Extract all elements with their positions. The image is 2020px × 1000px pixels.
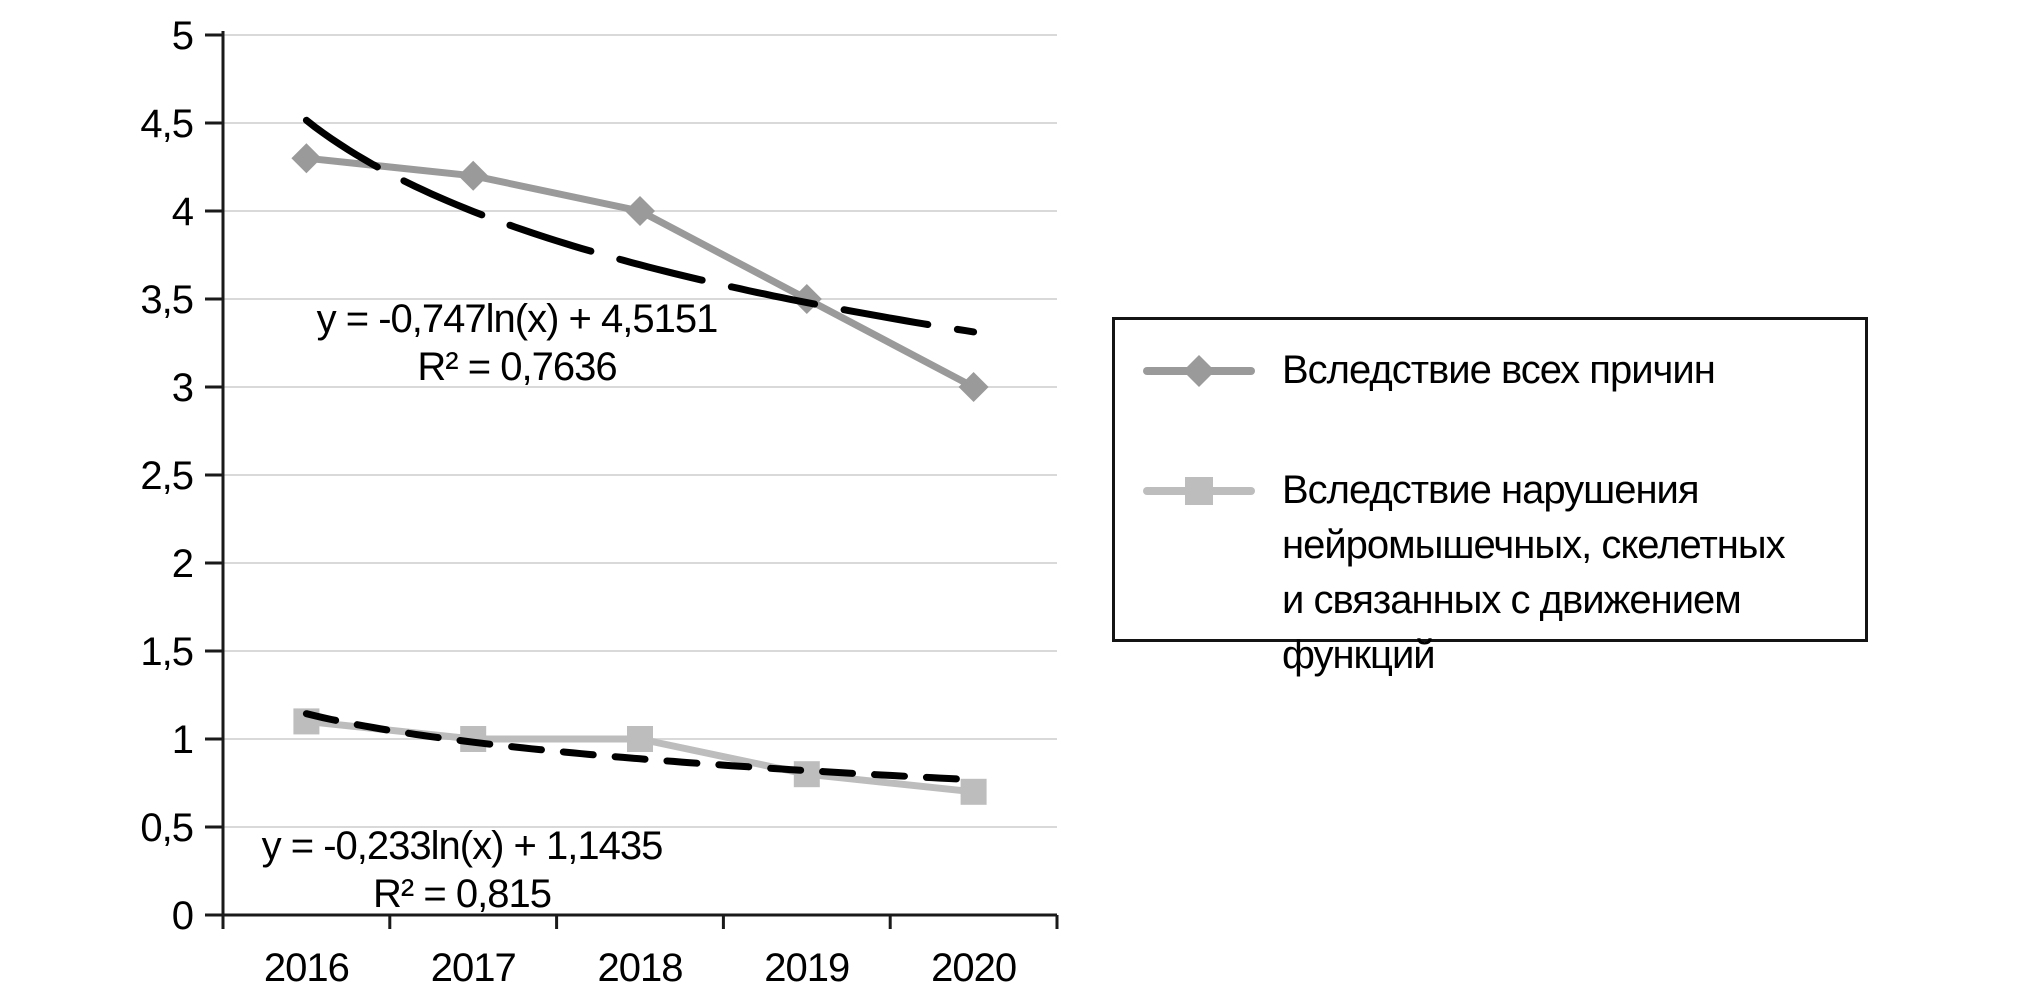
x-axis-label: 2016	[264, 946, 349, 990]
trendline-1-r-squared: R² = 0,7636	[417, 345, 617, 389]
series-2-point-2019	[793, 761, 820, 788]
y-axis-label: 3,5	[140, 278, 193, 322]
trendline-1-formula: y = -0,747ln(x) + 4,5151	[316, 297, 719, 341]
trendline-2-r-squared: R² = 0,815	[373, 872, 552, 916]
x-axis-label: 2018	[598, 946, 683, 990]
y-axis-label: 4	[172, 190, 194, 234]
y-axis-label: 4,5	[140, 102, 193, 146]
legend-item-neuromuscular: Вследствие нарушения нейромышечных, скел…	[1141, 463, 1849, 683]
y-axis-label: 5	[172, 14, 193, 58]
trendline-2	[302, 710, 978, 784]
y-axis-label: 3	[172, 366, 193, 410]
chart-legend: Вследствие всех причин Вследствие наруше…	[1112, 317, 1868, 677]
series-1-legend-diamond-icon	[1183, 355, 1215, 387]
series-2-legend-marker-square	[1143, 477, 1255, 505]
y-axis-label: 0	[172, 894, 193, 938]
legend-label-all-causes: Вследствие всех причин	[1282, 348, 1716, 392]
series-1-point-2020	[958, 372, 989, 402]
series-1-point-2016	[291, 143, 322, 174]
series-1-point-2017	[458, 160, 489, 191]
series-1-point-2018	[625, 196, 655, 226]
y-axis-label: 2,5	[140, 454, 193, 498]
series-2-point-2018	[627, 726, 653, 752]
legend-label-neuromuscular: Вследствие нарушения нейромышечных, скел…	[1282, 468, 1786, 677]
series-1-legend-marker-diamond	[1143, 355, 1255, 387]
x-axis-label: 2017	[431, 946, 516, 990]
series-2-legend-square-icon	[1185, 477, 1213, 505]
trendline-2-equation: y = -0,233ln(x) + 1,1435 R² = 0,815	[261, 822, 664, 918]
y-axis-label: 0,5	[140, 806, 193, 850]
trendline-1	[302, 116, 978, 336]
series-2-point-2020	[960, 778, 987, 805]
y-axis-label: 1	[172, 718, 193, 762]
y-axis-label: 2	[172, 542, 193, 586]
trendline-2-formula: y = -0,233ln(x) + 1,1435	[261, 824, 664, 868]
x-axis-label: 2020	[931, 946, 1016, 990]
x-axis-label: 2019	[764, 946, 849, 990]
trendline-1-equation: y = -0,747ln(x) + 4,5151 R² = 0,7636	[316, 295, 719, 391]
y-axis-label: 1,5	[140, 630, 193, 674]
legend-item-all-causes: Вследствие всех причин	[1141, 343, 1849, 398]
